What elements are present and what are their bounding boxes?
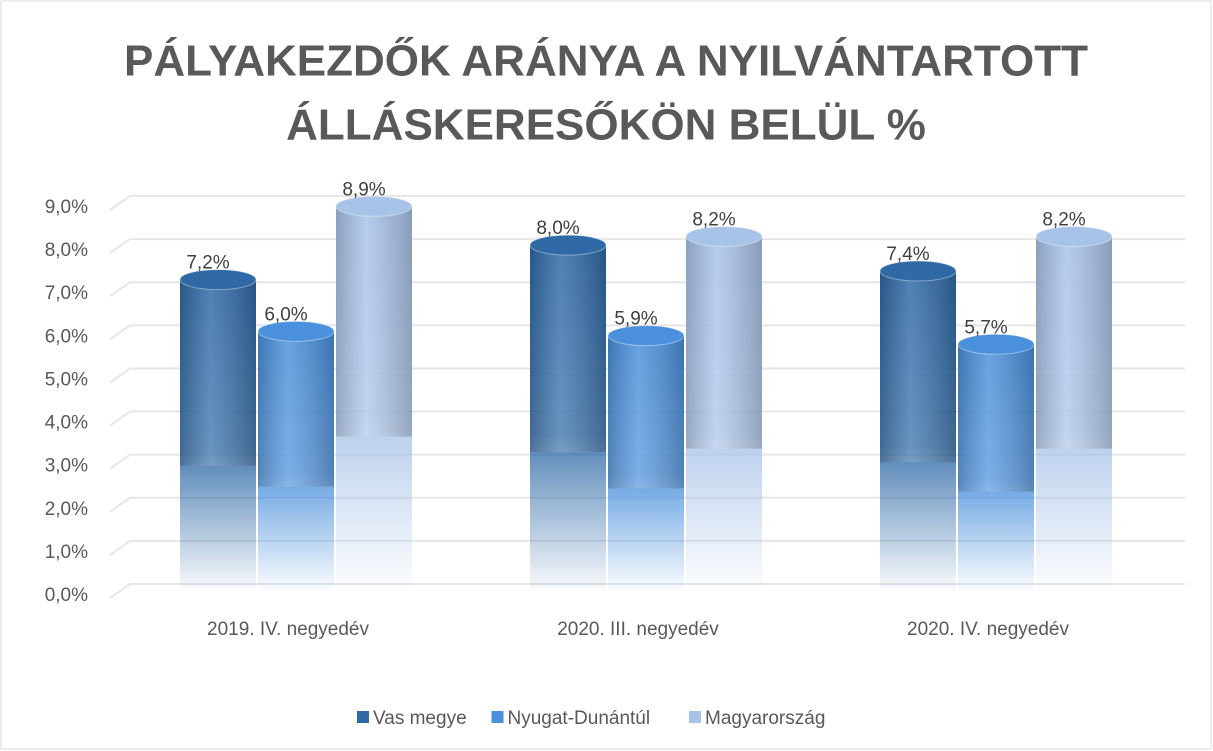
bar xyxy=(1035,225,1113,590)
y-tick-label: 6,0% xyxy=(45,326,88,347)
y-tick-label: 4,0% xyxy=(45,413,88,434)
bar xyxy=(257,320,335,590)
bar-shade xyxy=(336,206,412,437)
y-tick-label: 0,0% xyxy=(45,585,88,606)
bar-top xyxy=(879,260,957,282)
grid-line xyxy=(109,496,131,513)
y-tick-label: 2,0% xyxy=(45,499,88,520)
grid-line xyxy=(109,238,131,254)
legend-swatch xyxy=(491,711,504,723)
bar-shade xyxy=(180,279,256,466)
y-tick-label: 1,0% xyxy=(45,542,88,563)
grid-line xyxy=(109,281,131,298)
bar-shade xyxy=(686,236,762,449)
x-tick-label: 2020. IV. negyedév xyxy=(907,619,1069,640)
x-tick-label: 2019. IV. negyedév xyxy=(207,619,369,640)
y-tick-label: 8,0% xyxy=(45,240,88,261)
legend-swatch xyxy=(357,711,369,723)
value-label: 5,7% xyxy=(964,317,1007,338)
bar-shade xyxy=(880,270,956,463)
value-label: 7,2% xyxy=(186,253,229,274)
y-tick-label: 5,0% xyxy=(45,369,88,390)
legend-swatch xyxy=(689,711,701,723)
bar-shade xyxy=(530,245,606,453)
chart-title: PÁLYAKEZDŐK ARÁNYA A NYILVÁNTARTOTT xyxy=(124,36,1088,86)
bar xyxy=(179,269,257,590)
grid-line xyxy=(109,367,131,384)
bar-shade xyxy=(258,331,334,487)
bar-top xyxy=(335,195,413,217)
value-label: 7,4% xyxy=(886,244,929,265)
x-tick-label: 2020. III. negyedév xyxy=(557,619,719,640)
grid-line xyxy=(109,540,131,556)
grid-line xyxy=(109,195,131,211)
value-label: 8,0% xyxy=(536,218,579,239)
y-tick-label: 9,0% xyxy=(45,197,88,218)
value-label: 5,9% xyxy=(614,309,657,330)
legend-label: Magyarország xyxy=(705,708,825,729)
bar-top xyxy=(179,269,257,291)
bar-top xyxy=(529,234,607,256)
bar xyxy=(879,260,957,590)
bar-top xyxy=(257,320,335,342)
bar-shade xyxy=(608,335,684,489)
legend-label: Nyugat-Dunántúl xyxy=(508,708,651,729)
grid-line xyxy=(109,583,131,599)
bar-top xyxy=(957,333,1035,355)
y-tick-label: 3,0% xyxy=(45,456,88,477)
bar-top xyxy=(607,325,685,347)
value-label: 8,2% xyxy=(692,210,735,231)
bar xyxy=(685,225,763,590)
bar-shade xyxy=(958,344,1034,492)
bar-shade xyxy=(1036,236,1112,449)
grid-line xyxy=(109,324,131,341)
bar-top xyxy=(685,225,763,247)
chart-title: ÁLLÁSKERESŐKÖN BELÜL % xyxy=(286,100,926,150)
bar xyxy=(957,333,1035,590)
y-tick-label: 7,0% xyxy=(45,283,88,304)
grid-line xyxy=(109,453,131,470)
grid-line xyxy=(109,410,131,427)
legend-label: Vas megye xyxy=(373,708,467,729)
value-label: 8,9% xyxy=(342,179,385,200)
bar xyxy=(529,234,607,590)
bar xyxy=(607,325,685,590)
bar-top xyxy=(1035,225,1113,247)
bar xyxy=(335,195,413,591)
value-label: 6,0% xyxy=(264,304,307,325)
value-label: 8,2% xyxy=(1042,210,1085,231)
